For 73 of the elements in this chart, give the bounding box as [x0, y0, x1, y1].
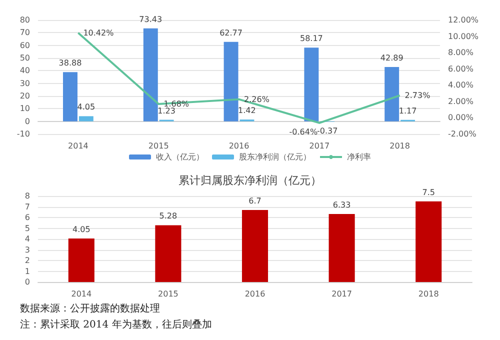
bar [416, 201, 442, 282]
x-tick-label: 2014 [68, 142, 88, 150]
y-tick-label: 40 [20, 66, 30, 76]
y-tick-label: 0 [24, 278, 30, 286]
data-label: 10.42% [83, 28, 114, 38]
y-tick-label: 6 [24, 213, 30, 222]
x-tick-label: 2017 [332, 290, 352, 298]
y-tick-label: 8 [24, 192, 30, 200]
y-tick-label: 7 [24, 202, 30, 212]
y-tick-label: 0 [24, 116, 30, 126]
y2-tick-label: 2.00% [448, 96, 474, 106]
y2-tick-label: 10.00% [448, 32, 479, 41]
x-tick-label: 2017 [309, 142, 330, 150]
x-tick-label: 2016 [244, 290, 266, 298]
data-label: 62.77 [220, 28, 242, 38]
data-label: 1.42 [238, 106, 256, 116]
legend-label: 股东净利润（亿元） [239, 152, 311, 162]
y-tick-label: 2 [24, 256, 30, 265]
source-note: 数据来源：公开披露的数据处理 [20, 302, 160, 314]
y-tick-label: 1 [24, 266, 30, 276]
data-label: 2.26% [244, 94, 270, 104]
y-tick-label: 30 [20, 78, 30, 88]
y-tick-label: 70 [20, 28, 30, 38]
bar [155, 225, 182, 282]
data-label: 38.88 [58, 58, 82, 68]
bar [328, 214, 355, 282]
data-label: 73.43 [139, 14, 162, 24]
y2-tick-label: 0.00% [448, 113, 474, 122]
y2-tick-label: 4.00% [448, 80, 474, 90]
bar [63, 72, 78, 122]
data-label: -0.64% [289, 127, 318, 136]
y2-tick-label: 6.00% [448, 64, 474, 74]
bar [78, 116, 94, 122]
y2-tick-label: 8.00% [448, 48, 474, 58]
y2-tick-label: -2.00% [448, 130, 477, 138]
data-label: 1.23 [158, 106, 176, 116]
bar [224, 42, 238, 122]
text: 注：累计采取 2014 年为基数，往后则叠加 [20, 318, 212, 330]
x-tick-label: 2014 [71, 290, 92, 298]
y-tick-label: 20 [20, 92, 30, 100]
bar [143, 28, 158, 122]
bar [304, 48, 319, 122]
data-label: 7.5 [422, 188, 435, 197]
data-label: -0.37 [317, 126, 338, 136]
bar [384, 67, 400, 122]
y-tick-label: 50 [20, 54, 30, 62]
data-label: 6.33 [332, 200, 351, 210]
legend-label: 收入（亿元） [156, 152, 204, 162]
y-tick-label: 80 [20, 16, 30, 24]
y2-tick-label: 12.00% [448, 16, 479, 24]
bar [68, 238, 94, 282]
legend-label: 净利率 [347, 152, 371, 162]
y-tick-label: 60 [20, 40, 30, 50]
chart-title: 累计归属股东净利润（亿元） [178, 174, 322, 187]
x-tick-label: 2015 [158, 290, 178, 298]
data-label: 42.89 [380, 54, 404, 63]
x-tick-label: 2016 [228, 142, 250, 150]
data-label: 4.05 [77, 102, 96, 112]
y-tick-label: -10 [16, 130, 30, 138]
y-tick-label: 10 [20, 104, 30, 114]
data-label: 2.73% [404, 90, 431, 100]
data-label: 5.28 [159, 212, 178, 221]
data-label: 58.17 [300, 34, 323, 44]
x-tick-label: 2018 [418, 290, 439, 298]
y-tick-label: 4 [24, 234, 30, 244]
x-tick-label: 2018 [390, 142, 410, 150]
y-tick-label: 5 [24, 224, 30, 233]
data-label: 6.7 [248, 196, 262, 206]
data-label: 4.05 [72, 224, 90, 234]
data-label: 1.17 [398, 106, 417, 116]
y-tick-label: 3 [24, 245, 30, 254]
bar [242, 210, 268, 282]
x-tick-label: 2015 [148, 142, 169, 150]
